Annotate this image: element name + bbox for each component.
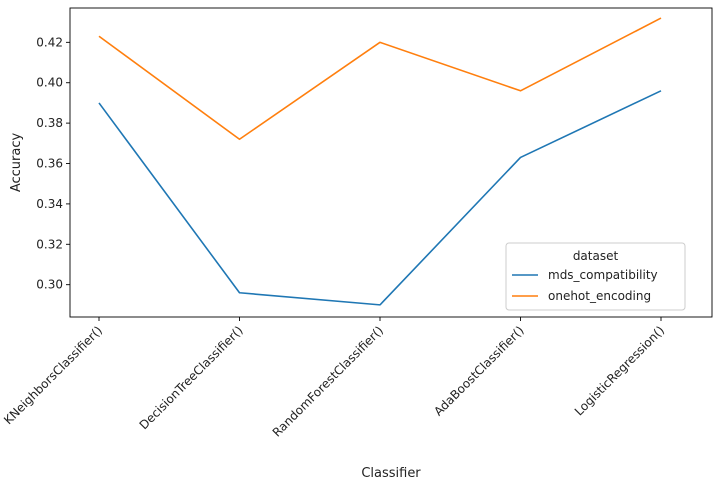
legend: dataset mds_compatibility onehot_encoding [505, 242, 686, 311]
x-tick-label: RandomForestClassifier() [270, 323, 386, 439]
x-tick-label: KNeighborsClassifier() [1, 323, 105, 427]
legend-title: dataset [573, 249, 619, 263]
legend-label-onehot_encoding: onehot_encoding [548, 289, 651, 303]
x-tick-label: AdaBoostClassifier() [431, 323, 526, 418]
legend-box [505, 242, 686, 311]
y-tick-label: 0.36 [36, 157, 63, 171]
y-tick-label: 0.34 [36, 197, 63, 211]
series-line-onehot_encoding [98, 17, 662, 141]
x-axis-ticks: KNeighborsClassifier() DecisionTreeClassi… [1, 317, 667, 440]
plot-frame [69, 7, 713, 318]
x-tick-label: DecisionTreeClassifier() [137, 323, 246, 432]
legend-label-mds_compatibility: mds_compatibility [548, 268, 658, 282]
y-tick-label: 0.40 [36, 76, 63, 90]
x-axis-label: Classifier [361, 466, 421, 481]
y-tick-label: 0.42 [36, 35, 63, 49]
y-axis-ticks: 0.30 0.32 0.34 0.36 0.38 0.40 0.42 [36, 35, 70, 292]
legend-entries: mds_compatibility onehot_encoding [512, 268, 658, 303]
x-tick-label: LogisticRegression() [572, 323, 667, 418]
y-tick-label: 0.32 [36, 237, 63, 251]
plot-marks [98, 17, 662, 306]
y-tick-label: 0.30 [36, 278, 63, 292]
y-axis-label: Accuracy [9, 133, 24, 193]
y-tick-label: 0.38 [36, 116, 63, 130]
